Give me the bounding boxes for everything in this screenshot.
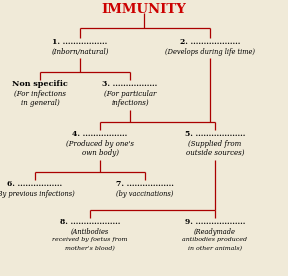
- Text: 8. ...................: 8. ...................: [60, 218, 120, 226]
- Text: outside sources): outside sources): [186, 149, 244, 157]
- Text: received by foetus from: received by foetus from: [52, 237, 128, 242]
- Text: (Antibodies: (Antibodies: [71, 228, 109, 236]
- Text: 2. ...................: 2. ...................: [180, 38, 240, 46]
- Text: 9. ...................: 9. ...................: [185, 218, 245, 226]
- Text: Non specific: Non specific: [12, 80, 68, 88]
- Text: (by vaccinations): (by vaccinations): [116, 190, 174, 198]
- Text: in other animals): in other animals): [188, 246, 242, 251]
- Text: (For infections: (For infections: [14, 90, 66, 98]
- Text: (Develops during life time): (Develops during life time): [165, 48, 255, 56]
- Text: 7. ..................: 7. ..................: [116, 180, 174, 188]
- Text: (For particular: (For particular: [104, 90, 156, 98]
- Text: (Inborn/natural): (Inborn/natural): [51, 48, 109, 56]
- Text: in general): in general): [21, 99, 59, 107]
- Text: antibodies produced: antibodies produced: [183, 237, 247, 242]
- Text: 1. .................: 1. .................: [52, 38, 108, 46]
- Text: (By previous infections): (By previous infections): [0, 190, 75, 198]
- Text: 3. .................: 3. .................: [102, 80, 158, 88]
- Text: IMMUNITY: IMMUNITY: [102, 3, 186, 16]
- Text: mother's blood): mother's blood): [65, 246, 115, 251]
- Text: (Supplied from: (Supplied from: [188, 140, 242, 148]
- Text: 5. ...................: 5. ...................: [185, 130, 245, 138]
- Text: (Readymade: (Readymade: [194, 228, 236, 236]
- Text: (Produced by one's: (Produced by one's: [66, 140, 134, 148]
- Text: 4. .................: 4. .................: [72, 130, 128, 138]
- Text: 6. .................: 6. .................: [7, 180, 62, 188]
- Text: infections): infections): [111, 99, 149, 107]
- Text: own body): own body): [82, 149, 118, 157]
